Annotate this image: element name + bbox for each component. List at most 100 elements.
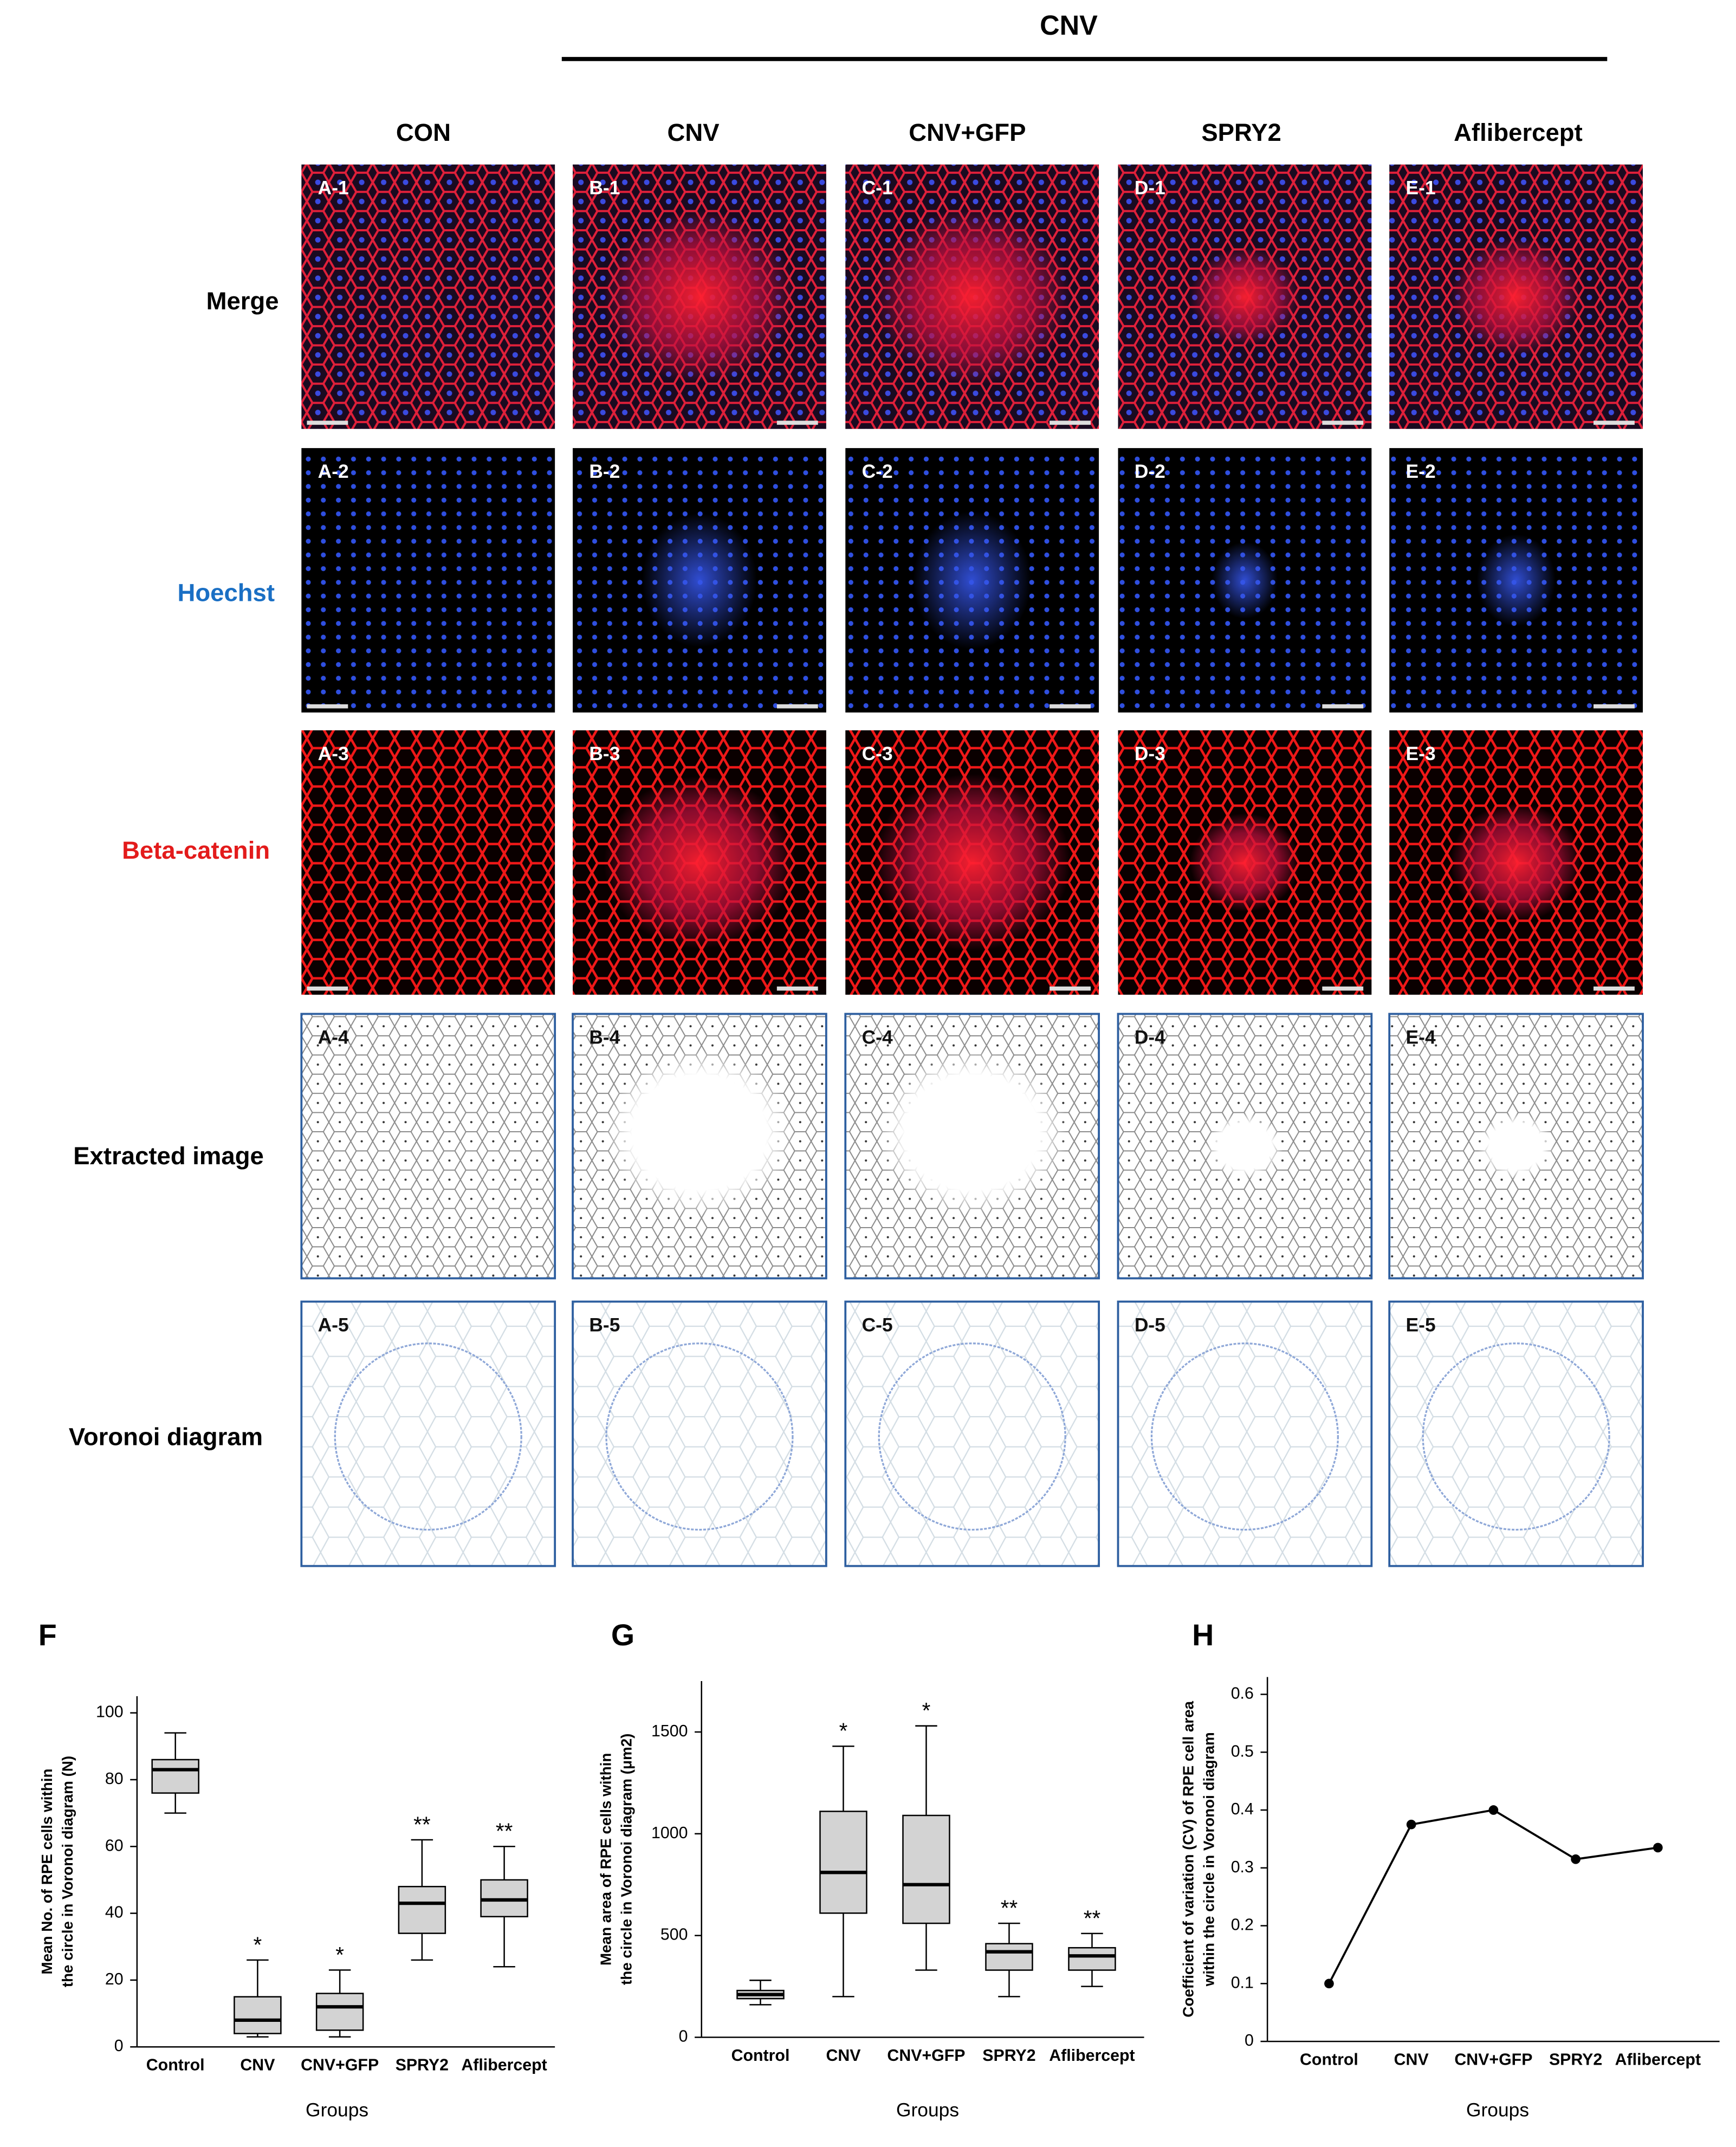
y-tick-label: 0 — [114, 2037, 124, 2055]
lesion — [1476, 534, 1556, 627]
tile-label: C-5 — [862, 1314, 893, 1335]
box — [151, 1759, 199, 1794]
scale-bar — [1322, 986, 1364, 991]
micrograph — [301, 164, 555, 429]
y-tick-label: 0 — [679, 2028, 688, 2046]
tile-label: D-5 — [1135, 1314, 1165, 1335]
x-tick-label: SPRY2 — [1549, 2051, 1602, 2069]
x-tick-label: Aflibercept — [1049, 2047, 1135, 2065]
y-tick-label: 20 — [105, 1970, 124, 1988]
y-tick-label: 500 — [660, 1926, 688, 1944]
box — [902, 1814, 950, 1924]
x-tick-label: Control — [1300, 2051, 1358, 2069]
tile-label: C-3 — [862, 743, 893, 764]
x-tick-label: CNV+GFP — [301, 2057, 379, 2074]
tile-label: D-4 — [1135, 1026, 1165, 1048]
y-axis-label: within the circle in Voronoi diagram — [1200, 1732, 1217, 1987]
y-axis-label: Mean No. of RPE cells within — [38, 1769, 55, 1975]
lesion-gap — [876, 1050, 1068, 1215]
lesion — [603, 776, 795, 949]
panel-label: H — [1192, 1618, 1214, 1652]
tile-label: C-4 — [862, 1026, 893, 1048]
y-axis-label: the circle in Voronoi diagram (μm2) — [618, 1734, 635, 1985]
scale-bar — [1050, 704, 1091, 709]
y-tick-label: 1000 — [651, 1824, 688, 1842]
tile-label: B-1 — [589, 177, 620, 198]
micrograph — [845, 1301, 1099, 1566]
micrograph — [1118, 1301, 1372, 1566]
tile-border — [572, 1013, 827, 1280]
x-tick-label: CNV+GFP — [1454, 2051, 1532, 2069]
tile-label: C-2 — [862, 460, 893, 482]
lesion-gap — [603, 1050, 795, 1215]
panel-label: G — [611, 1618, 634, 1652]
significance: ** — [1084, 1905, 1101, 1930]
panel-label: F — [38, 1618, 57, 1652]
tile-label: A-1 — [318, 177, 349, 198]
column-header: Aflibercept — [1454, 119, 1583, 146]
micrograph — [301, 1014, 555, 1279]
scale-bar — [307, 986, 348, 991]
point — [1406, 1819, 1416, 1830]
scale-bar — [1594, 986, 1635, 991]
tile-border — [844, 1300, 1100, 1567]
lesion-gap — [1206, 1113, 1284, 1179]
x-tick-label: SPRY2 — [982, 2047, 1035, 2065]
significance: ** — [1001, 1896, 1018, 1921]
y-tick-label: 0.4 — [1231, 1800, 1254, 1818]
tile-label: E-1 — [1406, 177, 1436, 198]
lesion — [912, 511, 1032, 650]
y-tick-label: 80 — [105, 1770, 124, 1788]
tile-label: D-3 — [1135, 743, 1165, 764]
box — [234, 1996, 282, 2034]
significance: * — [254, 1932, 262, 1957]
lesion — [1450, 803, 1582, 922]
box — [398, 1886, 446, 1934]
scale-bar — [1322, 420, 1364, 425]
tile-label: A-5 — [318, 1314, 349, 1335]
significance: ** — [413, 1812, 431, 1837]
micrograph — [301, 448, 555, 713]
tile-label: E-2 — [1406, 460, 1436, 482]
x-tick-label: CNV — [826, 2047, 861, 2065]
x-axis-label: Groups — [1466, 2099, 1529, 2120]
micrograph — [573, 1301, 826, 1566]
point — [1488, 1805, 1499, 1815]
x-axis-label: Groups — [896, 2099, 959, 2120]
scale-bar — [1050, 420, 1091, 425]
y-tick-label: 0.1 — [1231, 1974, 1254, 1992]
tile-label: E-5 — [1406, 1314, 1436, 1335]
lesion — [873, 774, 1071, 951]
scale-bar — [1322, 704, 1364, 709]
y-tick-label: 100 — [96, 1703, 124, 1721]
tile-label: B-2 — [589, 460, 620, 482]
tile-label: E-4 — [1406, 1026, 1436, 1048]
lesion — [873, 207, 1071, 386]
box — [985, 1943, 1033, 1971]
scale-bar — [307, 420, 348, 425]
point — [1324, 1979, 1334, 1989]
tile-label: A-4 — [318, 1026, 349, 1048]
tile-label: D-2 — [1135, 460, 1165, 482]
y-tick-label: 0.5 — [1231, 1742, 1254, 1760]
box — [315, 1993, 364, 2031]
box — [819, 1811, 867, 1914]
tile-border — [1117, 1013, 1373, 1280]
tile-border — [1388, 1013, 1644, 1280]
scale-bar — [776, 420, 818, 425]
micrograph — [301, 730, 555, 995]
y-tick-label: 0 — [1245, 2032, 1254, 2049]
x-tick-label: SPRY2 — [396, 2057, 449, 2074]
x-axis-label: Groups — [306, 2099, 368, 2120]
significance: * — [839, 1718, 848, 1743]
lesion — [1190, 813, 1300, 912]
scale-bar — [1050, 986, 1091, 991]
tile-label: E-3 — [1406, 743, 1436, 764]
scale-bar — [776, 986, 818, 991]
lesion — [1190, 247, 1300, 346]
tile-border — [300, 1300, 556, 1567]
row-label: Voronoi diagram — [69, 1423, 263, 1450]
group-header: CNV — [1040, 10, 1098, 41]
